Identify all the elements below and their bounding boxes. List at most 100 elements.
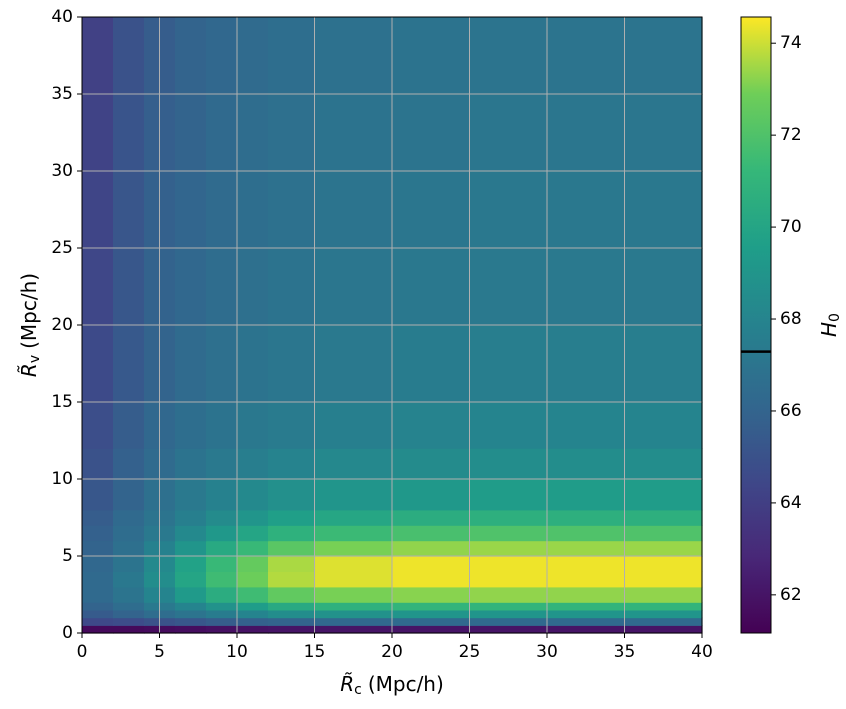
heatmap-cell [82, 625, 114, 634]
heatmap-cell [82, 602, 114, 611]
colorbar-tick-label: 66 [780, 401, 802, 421]
colorbar-tick-label: 70 [780, 217, 802, 237]
heatmap-cell [113, 525, 145, 542]
heatmap-cell [268, 540, 316, 557]
y-tick-label: 20 [51, 315, 73, 335]
heatmap-cell [392, 571, 471, 588]
heatmap-cell [206, 248, 238, 326]
colorbar-tick-label: 72 [780, 125, 802, 145]
heatmap-cell [82, 325, 114, 403]
heatmap-cell [268, 94, 316, 172]
heatmap-cell [82, 17, 114, 95]
heatmap-cell [82, 171, 114, 249]
heatmap-cell [624, 609, 703, 619]
x-tick-label: 0 [77, 642, 88, 662]
heatmap-cell [469, 479, 548, 511]
heatmap-cell [547, 248, 626, 326]
heatmap-cell [268, 402, 316, 449]
heatmap-cell [268, 602, 316, 611]
heatmap-cell [82, 609, 114, 619]
heatmap-cell [268, 448, 316, 480]
heatmap-cell [82, 540, 114, 557]
heatmap-cell [624, 448, 703, 480]
heatmap-cell [206, 448, 238, 480]
heatmap-cell [113, 571, 145, 588]
heatmap-cell [314, 586, 393, 603]
y-tick-label: 25 [51, 238, 73, 258]
heatmap-cell [392, 617, 471, 626]
heatmap-cell [113, 586, 145, 603]
heatmap-cell [547, 525, 626, 542]
heatmap-cell [237, 94, 269, 172]
heatmap-cell [392, 479, 471, 511]
heatmap-cell [469, 448, 548, 480]
heatmap-cell [175, 171, 207, 249]
heatmap-cell [113, 609, 145, 619]
heatmap-cell [175, 509, 207, 526]
heatmap-cell [392, 325, 471, 403]
heatmap-cell [206, 94, 238, 172]
heatmap-cell [624, 171, 703, 249]
heatmap-cell [314, 479, 393, 511]
y-axis-label-subscript: v [27, 355, 43, 363]
heatmap-cell [469, 248, 548, 326]
heatmap-cell [175, 402, 207, 449]
heatmap-cell [206, 509, 238, 526]
heatmap-cell [469, 586, 548, 603]
heatmap-cell [82, 448, 114, 480]
heatmap-cell [82, 586, 114, 603]
heatmap-cell [547, 402, 626, 449]
heatmap-cell [206, 325, 238, 403]
heatmap-cell [547, 479, 626, 511]
heatmap-cell [392, 525, 471, 542]
heatmap-cell [624, 479, 703, 511]
x-axis-label-subscript: c [354, 682, 362, 698]
heatmap-cell [175, 540, 207, 557]
heatmap-cell [268, 586, 316, 603]
heatmap-cell [113, 625, 145, 634]
x-tick-label: 30 [536, 642, 558, 662]
heatmap-cell [624, 248, 703, 326]
heatmap-cell [237, 525, 269, 542]
heatmap-cell [469, 525, 548, 542]
heatmap-cell [175, 556, 207, 572]
heatmap-cell [392, 625, 471, 634]
heatmap-cell [268, 171, 316, 249]
heatmap-cell [175, 617, 207, 626]
heatmap-cell [547, 17, 626, 95]
heatmap-cell [175, 325, 207, 403]
colorbar-tick-label: 64 [780, 493, 802, 513]
heatmap-cell [392, 448, 471, 480]
heatmap-cell [469, 171, 548, 249]
heatmap-cell [237, 617, 269, 626]
colorbar-label: H0 [817, 313, 844, 337]
heatmap-cell [206, 171, 238, 249]
heatmap-cell [268, 617, 316, 626]
heatmap-cell [113, 448, 145, 480]
heatmap-cell [206, 602, 238, 611]
heatmap-cell [237, 248, 269, 326]
y-axis-label-symbol: R̃ [17, 363, 41, 377]
heatmap-cell [206, 479, 238, 511]
heatmap-cell [268, 609, 316, 619]
heatmap-cell [82, 509, 114, 526]
heatmap-cell [624, 571, 703, 588]
heatmap-cell [392, 602, 471, 611]
heatmap-cell [314, 325, 393, 403]
heatmap-cell [624, 17, 703, 95]
x-tick-label: 5 [154, 642, 165, 662]
heatmap-cell [314, 171, 393, 249]
colorbar-label-subscript: 0 [827, 313, 843, 322]
heatmap-cell [392, 171, 471, 249]
heatmap-cell [206, 609, 238, 619]
heatmap-cell [624, 625, 703, 634]
heatmap-cell [82, 617, 114, 626]
heatmap-cell [113, 94, 145, 172]
heatmap-cell [314, 94, 393, 172]
heatmap-cell [237, 402, 269, 449]
heatmap-cell [206, 17, 238, 95]
heatmap-cell [268, 248, 316, 326]
heatmap-cell [469, 325, 548, 403]
heatmap-cell [268, 556, 316, 572]
